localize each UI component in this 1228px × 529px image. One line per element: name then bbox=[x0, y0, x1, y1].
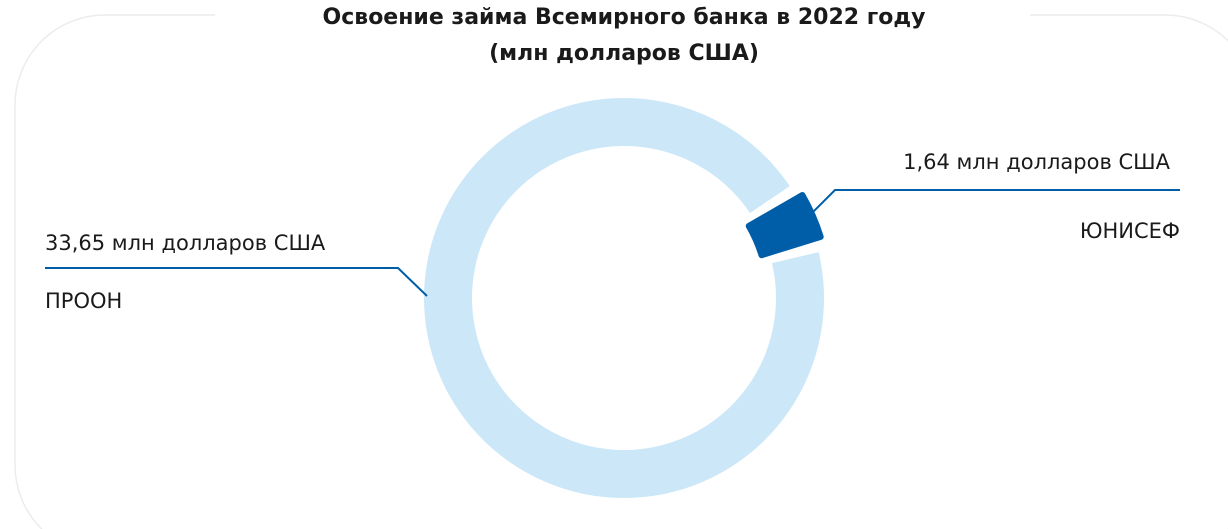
chart-title: Освоение займа Всемирного банка в 2022 г… bbox=[323, 5, 926, 30]
leader-line bbox=[45, 267, 428, 297]
value-label: 1,64 млн долларов США bbox=[903, 150, 1171, 174]
chart-subtitle: (млн долларов США) bbox=[489, 41, 759, 66]
donut-segment bbox=[424, 98, 824, 499]
title-backdrop bbox=[215, 0, 1030, 75]
category-label: ПРООН bbox=[45, 289, 122, 313]
category-label: ЮНИСЕФ bbox=[1080, 219, 1180, 243]
value-label: 33,65 млн долларов США bbox=[45, 231, 326, 255]
donut-segment bbox=[745, 192, 824, 259]
leader-line bbox=[806, 189, 1180, 219]
